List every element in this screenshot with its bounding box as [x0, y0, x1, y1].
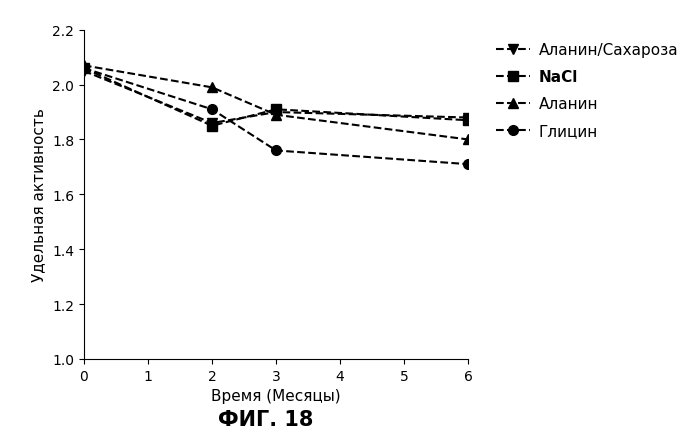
- X-axis label: Время (Месяцы): Время (Месяцы): [211, 389, 341, 403]
- Y-axis label: Удельная активность: Удельная активность: [31, 108, 46, 282]
- Legend: Аланин/Сахароза, NaCl, Аланин, Глицин: Аланин/Сахароза, NaCl, Аланин, Глицин: [491, 38, 683, 144]
- Text: ФИГ. 18: ФИГ. 18: [218, 409, 313, 429]
